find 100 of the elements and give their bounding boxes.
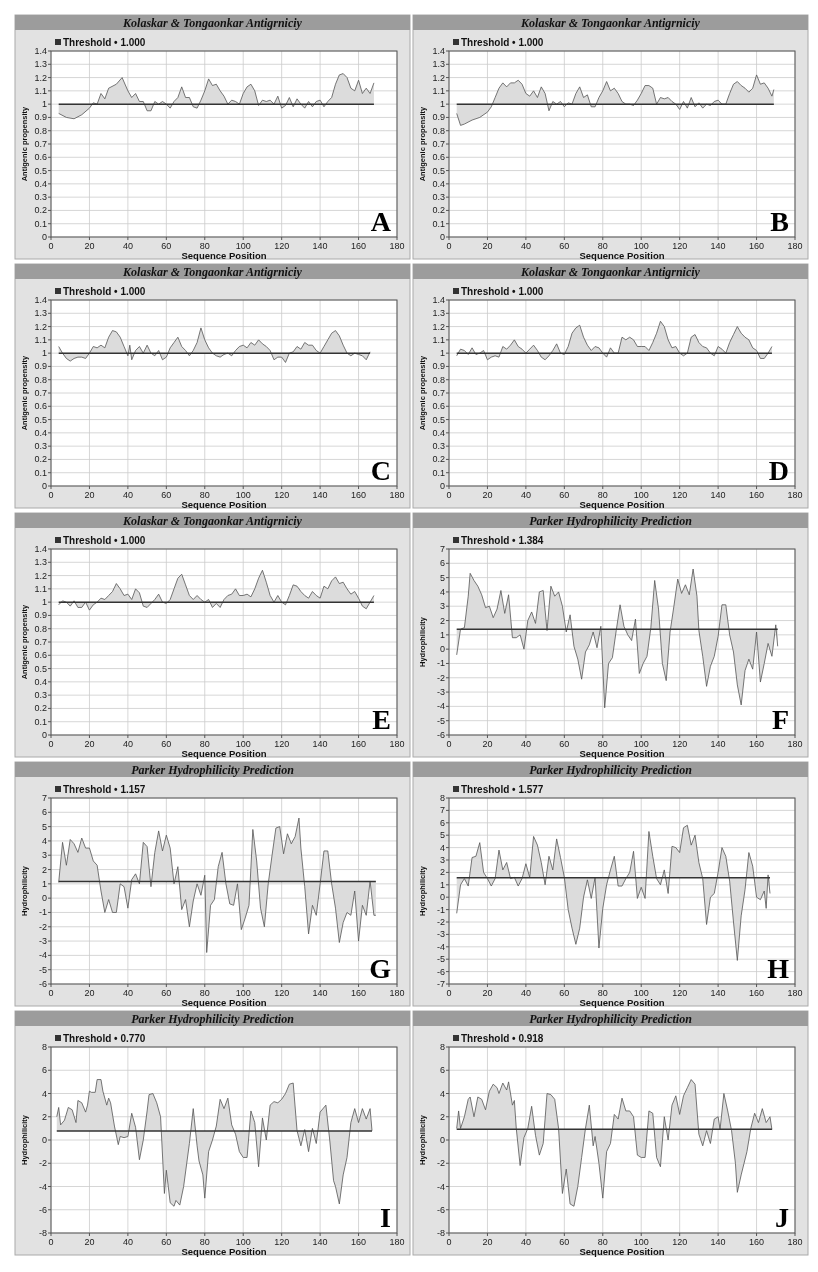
x-tick-label: 20 <box>482 1237 493 1247</box>
y-tick-label: 5 <box>439 572 445 583</box>
x-tick-label: 80 <box>199 988 210 998</box>
y-tick-label: -2 <box>436 1158 445 1169</box>
y-tick-label: 4 <box>41 835 47 846</box>
x-tick-label: 20 <box>84 241 95 251</box>
legend-label: Threshold • 1.000 <box>461 37 544 48</box>
x-tick-label: 80 <box>199 490 210 500</box>
y-tick-label: 0 <box>439 644 445 655</box>
y-tick-label: 2 <box>41 864 47 875</box>
chart-title: Parker Hydrophilicity Prediction <box>529 763 693 777</box>
y-tick-label: 7 <box>41 793 47 803</box>
y-tick-label: 1 <box>439 348 445 359</box>
x-axis-title: Sequence Position <box>181 748 267 759</box>
x-tick-label: 60 <box>161 1237 172 1247</box>
x-tick-label: 20 <box>84 490 95 500</box>
x-axis-title: Sequence Position <box>579 1246 665 1257</box>
y-tick-label: -6 <box>436 730 445 740</box>
x-tick-label: 80 <box>199 241 210 251</box>
x-tick-label: 140 <box>710 1237 726 1247</box>
x-tick-label: 60 <box>559 241 570 251</box>
x-tick-label: 60 <box>559 988 570 998</box>
x-tick-label: 180 <box>389 490 405 500</box>
y-tick-label: -3 <box>38 936 47 947</box>
chart-title: Kolaskar & Tongaonkar Antigrniciy <box>520 16 701 30</box>
legend-label: Threshold • 1.000 <box>63 286 146 297</box>
x-tick-label: 120 <box>672 988 688 998</box>
x-tick-label: 180 <box>389 739 405 749</box>
y-tick-label: 1.4 <box>34 544 47 554</box>
y-tick-label: 1.1 <box>34 583 47 594</box>
x-tick-label: 0 <box>446 739 452 749</box>
x-tick-label: 120 <box>274 1237 290 1247</box>
y-tick-label: -8 <box>436 1228 445 1238</box>
y-tick-label: 7 <box>439 544 445 554</box>
y-tick-label: -1 <box>38 907 47 918</box>
y-tick-label: 0.3 <box>34 192 47 203</box>
annotation: C <box>370 455 391 486</box>
y-tick-label: 2 <box>439 867 445 878</box>
y-tick-label: 0 <box>41 893 47 904</box>
x-tick-label: 0 <box>48 1237 54 1247</box>
x-tick-label: 0 <box>446 1237 452 1247</box>
x-tick-label: 160 <box>351 739 367 749</box>
legend-label: Threshold • 1.000 <box>461 286 544 297</box>
y-tick-label: -3 <box>436 687 445 698</box>
x-tick-label: 40 <box>122 988 133 998</box>
y-tick-label: 0.9 <box>432 112 445 123</box>
x-tick-label: 100 <box>633 988 649 998</box>
x-tick-label: 20 <box>482 739 493 749</box>
x-tick-label: 120 <box>274 988 290 998</box>
x-tick-label: 60 <box>161 739 172 749</box>
x-tick-label: 140 <box>312 988 328 998</box>
y-tick-label: 0.7 <box>34 139 47 149</box>
y-tick-label: -4 <box>436 701 445 712</box>
legend-label: Threshold • 1.577 <box>461 784 544 795</box>
y-tick-label: -2 <box>436 672 445 683</box>
y-tick-label: -7 <box>436 979 445 989</box>
x-tick-label: 0 <box>48 490 54 500</box>
y-tick-label: 0.4 <box>34 676 47 687</box>
chart-title: Parker Hydrophilicity Prediction <box>529 1012 693 1026</box>
y-tick-label: 7 <box>439 805 445 816</box>
chart-title: Kolaskar & Tongaonkar Antigrniciy <box>520 265 701 279</box>
y-tick-label: 1.3 <box>432 59 445 70</box>
chart-title: Parker Hydrophilicity Prediction <box>131 1012 295 1026</box>
y-tick-label: 0.2 <box>34 703 47 714</box>
x-axis-title: Sequence Position <box>579 748 665 759</box>
x-axis-title: Sequence Position <box>181 250 267 261</box>
x-tick-label: 20 <box>482 490 493 500</box>
x-tick-label: 180 <box>787 988 803 998</box>
y-tick-label: 0 <box>41 1135 47 1145</box>
x-tick-label: 160 <box>749 739 765 749</box>
x-tick-label: 40 <box>520 739 531 749</box>
annotation: H <box>767 953 790 984</box>
y-tick-label: 6 <box>439 817 445 828</box>
y-tick-label: 8 <box>41 1042 47 1052</box>
x-tick-label: 160 <box>351 490 367 500</box>
x-axis-title: Sequence Position <box>579 499 665 510</box>
x-tick-label: 120 <box>672 739 688 749</box>
y-tick-label: 0.5 <box>432 165 445 176</box>
y-tick-label: 0.3 <box>432 192 445 203</box>
y-tick-label: 0.2 <box>34 205 47 216</box>
y-tick-label: 1 <box>41 99 47 110</box>
x-tick-label: 0 <box>446 988 452 998</box>
y-tick-label: 0.1 <box>34 218 47 229</box>
y-tick-label: 1.1 <box>34 85 47 96</box>
y-tick-label: 0.4 <box>34 178 47 189</box>
x-tick-label: 180 <box>389 1237 405 1247</box>
y-tick-label: 0.4 <box>432 178 445 189</box>
x-tick-label: 100 <box>235 739 251 749</box>
y-tick-label: -5 <box>436 715 445 726</box>
x-tick-label: 40 <box>122 1237 133 1247</box>
y-tick-label: 0.5 <box>432 414 445 425</box>
x-tick-label: 160 <box>749 241 765 251</box>
y-tick-label: 1 <box>439 99 445 110</box>
chart-title: Parker Hydrophilicity Prediction <box>529 514 693 528</box>
x-tick-label: 180 <box>389 241 405 251</box>
y-tick-label: 6 <box>439 558 445 569</box>
y-tick-label: 1.3 <box>34 59 47 70</box>
x-tick-label: 40 <box>520 241 531 251</box>
x-tick-label: 140 <box>710 988 726 998</box>
annotation: J <box>775 1202 789 1233</box>
